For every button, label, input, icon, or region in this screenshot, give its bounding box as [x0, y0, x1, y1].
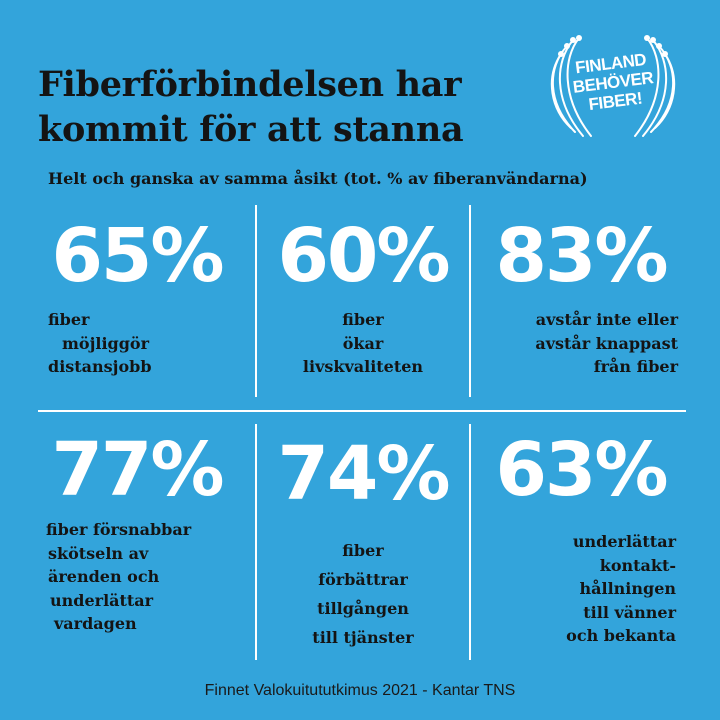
desc-line: möjliggör [62, 333, 150, 353]
stat-value: 74% [277, 431, 450, 517]
desc-line: underlättar [572, 532, 676, 551]
stat-description: avstår inte eller avstår knappast från f… [464, 308, 678, 379]
divider-vertical [469, 424, 471, 660]
desc-line: förbättrar [318, 570, 408, 589]
desc-line: livskvaliteten [302, 357, 424, 376]
stat-value: 63% [495, 427, 668, 513]
desc-line: distansjobb [48, 357, 152, 376]
source-footer: Finnet Valokuitututkimus 2021 - Kantar T… [204, 682, 516, 699]
fiber-strands-icon [550, 35, 676, 137]
desc-line: till vänner [583, 602, 676, 622]
desc-line: fiber försnabbar [46, 520, 192, 539]
stat-value: 77% [51, 427, 224, 513]
stat-description: underlättar kontakt- hållningen till vän… [462, 530, 676, 648]
stat-description: fiber förbättrar tillgången till tjänste… [256, 536, 470, 652]
divider-vertical [255, 205, 257, 397]
desc-line: fiber [48, 310, 90, 329]
title-line: kommit för att stanna [38, 109, 464, 150]
divider-vertical [469, 205, 471, 397]
desc-line: ärenden och [48, 567, 160, 586]
desc-line: vardagen [54, 614, 137, 633]
desc-line: fiber [342, 541, 384, 560]
stat-description: fiber försnabbar skötseln av ärenden och… [46, 518, 260, 636]
title-line: Fiberförbindelsen har [38, 64, 462, 105]
desc-line: ökar [342, 333, 384, 353]
desc-line: fiber [342, 310, 384, 329]
stat-description: fiber möjliggör distansjobb [48, 308, 262, 379]
finland-behover-fiber-logo: FINLAND BEHÖVER FIBER! [537, 28, 689, 140]
desc-line: avstår inte eller [535, 310, 678, 329]
stat-value: 83% [495, 213, 668, 299]
subtitle: Helt och ganska av samma åsikt (tot. % a… [48, 169, 588, 188]
stat-value: 65% [51, 213, 224, 299]
desc-line: tillgången [317, 599, 409, 618]
desc-line: kontakt- [599, 555, 676, 575]
divider-vertical [255, 424, 257, 660]
divider-horizontal [38, 410, 686, 412]
desc-line: från fiber [593, 357, 678, 376]
desc-line: skötseln av [48, 543, 149, 563]
desc-line: avstår knappast [535, 333, 678, 353]
stat-description: fiber ökar livskvaliteten [256, 308, 470, 379]
desc-line: och bekanta [566, 626, 676, 645]
desc-line: hållningen [579, 579, 677, 598]
stat-value: 60% [277, 213, 450, 299]
desc-line: underlättar [50, 590, 154, 610]
page-title: Fiberförbindelsen har kommit för att sta… [38, 62, 538, 152]
desc-line: till tjänster [312, 628, 414, 647]
